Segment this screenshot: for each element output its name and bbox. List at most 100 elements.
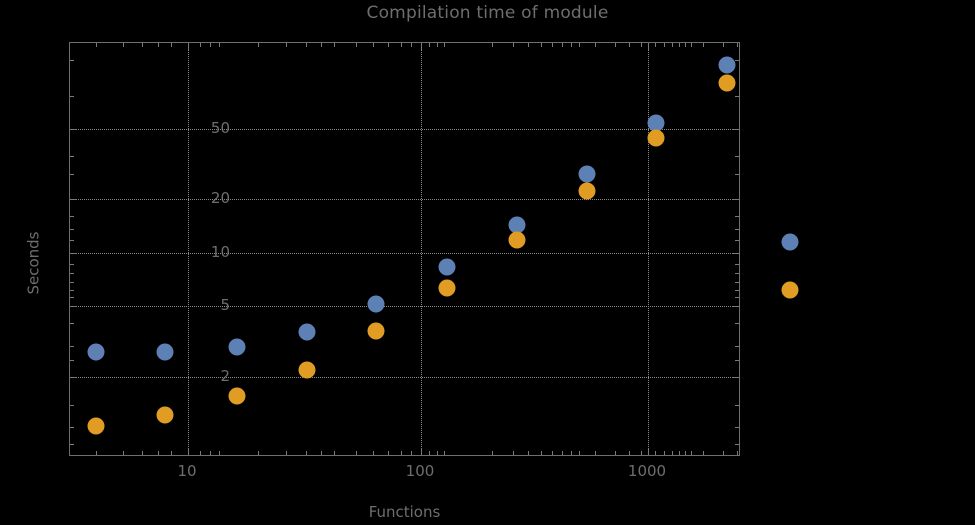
data-point-orange[interactable] [781, 281, 799, 299]
gridline-vertical [188, 43, 189, 455]
data-point-orange[interactable] [228, 387, 246, 405]
x-axis-tick-minor-top [171, 43, 172, 47]
x-axis-tick-minor-top [258, 43, 259, 47]
data-point-orange[interactable] [367, 322, 385, 340]
x-axis-tick-minor [429, 451, 430, 455]
x-axis-tick-minor-top [629, 43, 630, 47]
y-axis-tick-major [70, 129, 77, 130]
x-axis-tick-minor [641, 451, 642, 455]
data-point-orange[interactable] [718, 74, 736, 92]
y-axis-tick-minor-right [735, 273, 739, 274]
data-point-orange[interactable] [438, 279, 456, 297]
y-axis-tick-minor-right [735, 323, 739, 324]
data-point-blue[interactable] [228, 338, 246, 356]
y-axis-tick-minor-right [735, 346, 739, 347]
x-axis-tick-minor [571, 451, 572, 455]
gridline-vertical [421, 43, 422, 455]
x-axis-tick-major [188, 448, 189, 455]
data-point-blue[interactable] [156, 343, 174, 361]
x-axis-tick-minor [562, 451, 563, 455]
x-axis-tick-minor-top [691, 43, 692, 47]
y-axis-tick-minor-right [735, 264, 739, 265]
data-point-orange[interactable] [156, 406, 174, 424]
y-axis-tick-minor-right [735, 427, 739, 428]
x-axis-tick-label: 1000 [627, 462, 667, 480]
x-axis-tick-minor-top [672, 43, 673, 47]
x-axis-tick-minor [672, 451, 673, 455]
chart-title: Compilation time of module [366, 3, 609, 23]
x-axis-tick-minor [437, 451, 438, 455]
x-axis-tick-minor [142, 451, 143, 455]
y-axis-tick-minor [70, 323, 74, 324]
x-axis-tick-minor [679, 451, 680, 455]
gridline-horizontal [70, 199, 739, 200]
data-point-orange[interactable] [298, 361, 316, 379]
x-axis-tick-minor-top [286, 43, 287, 47]
y-axis-tick-minor [70, 273, 74, 274]
y-axis-tick-minor-right [735, 290, 739, 291]
x-axis-tick-major-top [648, 43, 649, 50]
x-axis-tick-minor [388, 451, 389, 455]
data-point-blue[interactable] [508, 216, 526, 234]
x-axis-tick-minor [411, 451, 412, 455]
x-axis-tick-minor [210, 451, 211, 455]
x-axis-tick-minor [219, 451, 220, 455]
x-axis-tick-minor-top [552, 43, 553, 47]
x-axis-tick-minor [685, 451, 686, 455]
gridline-horizontal [70, 377, 739, 378]
y-axis-tick-major-right [732, 253, 739, 254]
x-axis-tick-minor-top [562, 43, 563, 47]
x-axis-tick-minor-top [306, 43, 307, 47]
y-axis-tick-minor-right [735, 282, 739, 283]
x-axis-tick-minor-top [373, 43, 374, 47]
y-axis-tick-minor [70, 229, 74, 230]
data-point-blue[interactable] [781, 233, 799, 251]
y-axis-tick-minor-right [735, 96, 739, 97]
data-point-blue[interactable] [298, 323, 316, 341]
x-axis-tick-minor-top [492, 43, 493, 47]
x-axis-tick-minor-top [321, 43, 322, 47]
x-axis-tick-minor-top [685, 43, 686, 47]
y-axis-tick-minor [70, 174, 74, 175]
x-axis-tick-label: 10 [177, 462, 197, 480]
data-point-orange[interactable] [578, 182, 596, 200]
data-point-blue[interactable] [647, 114, 665, 132]
y-axis-tick-minor [70, 264, 74, 265]
x-axis-tick-major-top [421, 43, 422, 50]
x-axis-tick-minor [171, 451, 172, 455]
x-axis-tick-minor [158, 451, 159, 455]
x-axis-tick-minor [306, 451, 307, 455]
data-point-blue[interactable] [578, 165, 596, 183]
data-point-blue[interactable] [438, 258, 456, 276]
y-axis-tick-major-right [732, 129, 739, 130]
data-point-orange[interactable] [87, 417, 105, 435]
y-axis-tick-minor-right [735, 229, 739, 230]
y-axis-tick-label: 20 [210, 189, 230, 207]
y-axis-tick-minor-right [735, 60, 739, 61]
x-axis-tick-minor-top [334, 43, 335, 47]
x-axis-tick-minor [123, 451, 124, 455]
data-point-orange[interactable] [647, 129, 665, 147]
y-axis-tick-major [70, 253, 77, 254]
gridline-horizontal [70, 253, 739, 254]
x-axis-tick-minor-top [444, 43, 445, 47]
x-axis-tick-minor-top [411, 43, 412, 47]
y-axis-tick-minor [70, 290, 74, 291]
y-axis-tick-minor [70, 216, 74, 217]
data-point-orange[interactable] [508, 231, 526, 249]
data-point-blue[interactable] [87, 343, 105, 361]
y-axis-tick-major-right [732, 199, 739, 200]
x-axis-tick-major-top [188, 43, 189, 50]
y-axis-tick-minor [70, 346, 74, 347]
x-axis-tick-minor-top [388, 43, 389, 47]
x-axis-tick-minor-top [655, 43, 656, 47]
gridline-horizontal [70, 129, 739, 130]
x-axis-tick-minor-top [158, 43, 159, 47]
data-point-blue[interactable] [718, 56, 736, 74]
x-axis-tick-minor-top [219, 43, 220, 47]
y-axis-tick-minor [70, 60, 74, 61]
x-axis-tick-minor-top [200, 43, 201, 47]
x-axis-tick-minor-top [528, 43, 529, 47]
data-point-blue[interactable] [367, 295, 385, 313]
y-axis-title: Seconds [24, 230, 43, 295]
